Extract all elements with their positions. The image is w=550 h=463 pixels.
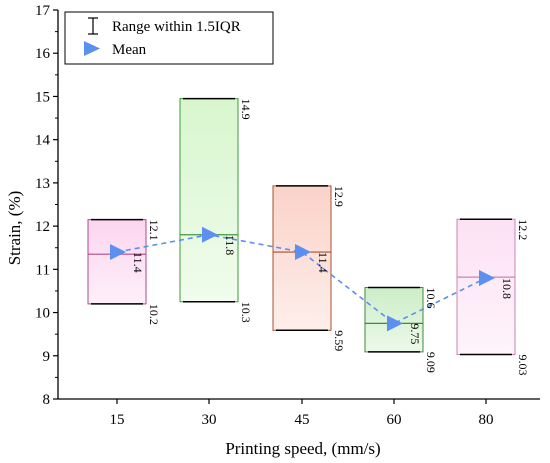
legend-range-label: Range within 1.5IQR <box>112 19 241 35</box>
mean-marker-30 <box>202 226 218 243</box>
y-tick-label: 14 <box>35 133 51 149</box>
y-tick-label: 11 <box>36 262 50 278</box>
value-label-min-80: 9.03 <box>516 354 530 375</box>
value-label-max-15: 12.1 <box>147 220 161 241</box>
box-45 <box>272 185 332 331</box>
boxes-layer <box>87 97 516 356</box>
y-tick-label: 15 <box>35 89 50 105</box>
x-tick-label: 80 <box>479 412 494 428</box>
legend: Range within 1.5IQR Mean <box>64 11 274 65</box>
x-axis-title: Printing speed, (mm/s) <box>225 439 380 458</box>
x-tick-label: 15 <box>110 412 125 428</box>
mean-marker-45 <box>295 244 311 261</box>
mean-marker-80 <box>479 269 495 286</box>
legend-mean-marker <box>84 41 100 56</box>
y-tick-label: 8 <box>43 392 51 408</box>
value-label-min-60: 9.09 <box>424 352 438 373</box>
value-label-min-30: 10.3 <box>239 302 253 323</box>
mean-marker-60 <box>387 315 403 332</box>
axes-layer: 8 9 10 11 12 13 14 15 16 17 15 30 45 60 80 <box>35 3 540 428</box>
value-label-mean-45: 11.4 <box>316 252 330 273</box>
y-tick-label: 12 <box>35 219 50 235</box>
y-tick-label: 10 <box>35 306 50 322</box>
value-label-mean-30: 11.8 <box>223 235 237 256</box>
value-label-max-45: 12.9 <box>332 186 346 207</box>
value-label-max-80: 12.2 <box>516 219 530 240</box>
y-axis-title: Strain, (%) <box>5 191 24 266</box>
y-tick-label: 17 <box>35 3 51 19</box>
value-labels-layer: 12.111.410.214.911.810.312.911.49.5910.6… <box>131 99 530 376</box>
x-tick-label: 30 <box>202 412 217 428</box>
value-label-mean-15: 11.4 <box>131 252 145 273</box>
box-30 <box>179 98 239 303</box>
box-15 <box>87 219 147 305</box>
y-tick-label: 16 <box>35 46 51 62</box>
value-label-max-30: 14.9 <box>239 99 253 120</box>
y-tick-label: 13 <box>35 176 50 192</box>
legend-frame <box>64 11 274 65</box>
value-label-mean-80: 10.8 <box>500 278 514 299</box>
mean-marker-15 <box>110 244 126 261</box>
y-tick-label: 9 <box>43 349 51 365</box>
x-tick-label: 45 <box>295 412 310 428</box>
value-label-max-60: 10.6 <box>424 287 438 308</box>
value-label-mean-60: 9.75 <box>408 323 422 344</box>
mean-layer <box>110 226 495 332</box>
legend-mean-label: Mean <box>112 42 147 58</box>
value-label-min-45: 9.59 <box>332 330 346 351</box>
value-label-min-15: 10.2 <box>147 304 161 325</box>
legend-range-icon <box>88 17 98 35</box>
x-tick-label: 60 <box>387 412 402 428</box>
